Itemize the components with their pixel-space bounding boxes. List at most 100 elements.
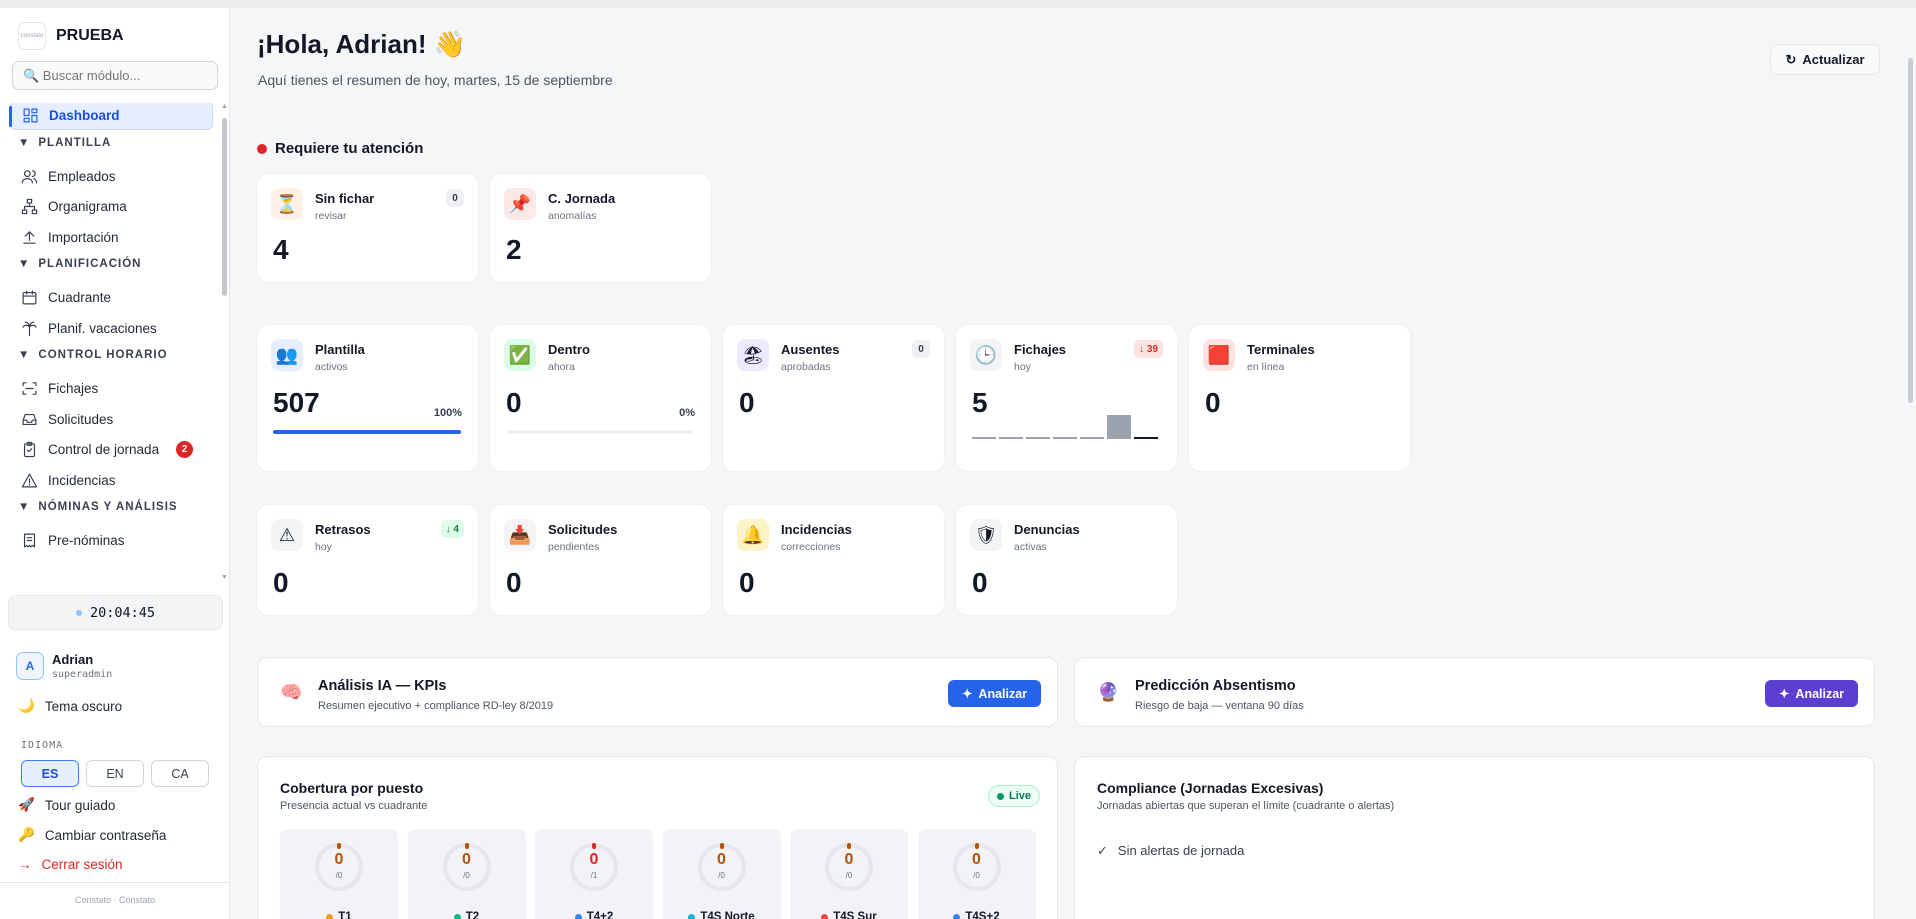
rocket-icon: 🚀 [18, 797, 35, 812]
sidebar-item-pre-nominas[interactable]: Pre-nóminas [10, 526, 213, 555]
post-card-t4s-norte[interactable]: 0/0 T4S Norte [662, 829, 781, 919]
user-profile[interactable]: A Adrian superadmin [16, 652, 112, 680]
nav-section-n-minas-y-an-lisis[interactable]: ▼ NÓMINAS Y ANÁLISIS [18, 501, 178, 513]
sidebar-item-organigrama[interactable]: Organigrama [10, 192, 213, 221]
section-collapse-icon: ▼ [18, 349, 31, 361]
clock-status-dot [75, 609, 82, 616]
sidebar-item-empleados[interactable]: Empleados [10, 162, 213, 191]
sidebar-item-label: Organigrama [48, 199, 127, 214]
inbox-tray-icon: 📥 [504, 519, 536, 551]
nav-section-planificaci-n[interactable]: ▼ PLANIFICACIÓN [18, 258, 141, 270]
sidebar-footer-divider [0, 882, 230, 883]
kpi-card-ausentes[interactable]: 🏖 Ausentes aprobadas 0 0 [723, 325, 944, 471]
post-name: T4S+2 [965, 911, 1000, 919]
scroll-down-arrow[interactable]: ▼ [221, 574, 228, 581]
post-label: T4S+2 [918, 911, 1036, 919]
sidebar-item-label: Solicitudes [48, 411, 114, 427]
sidebar: constato PRUEBA Dashboard ▼ PLANTILLA Emple… [0, 8, 230, 919]
ai-kpi-title: Análisis IA — KPIs [318, 678, 447, 694]
scroll-up-arrow[interactable]: ▲ [221, 103, 228, 110]
kpi-card-terminales[interactable]: 🟥 Terminales en línea 0 [1189, 325, 1410, 471]
kpi-card-dentro[interactable]: ✅ Dentro ahora 0 0% [490, 325, 711, 471]
app-logo-icon: constato [18, 22, 46, 50]
ai-kpi-analyze-button[interactable]: ✦ Analizar [948, 680, 1041, 707]
key-icon: 🔑 [18, 827, 35, 842]
sidebar-item-solicitudes[interactable]: Solicitudes [10, 405, 213, 434]
sidebar-item-incidencias[interactable]: Incidencias [10, 466, 213, 495]
nav-section-plantilla[interactable]: ▼ PLANTILLA [18, 137, 111, 149]
live-badge: Live [988, 785, 1041, 807]
refresh-button[interactable]: ↻ Actualizar [1770, 44, 1880, 75]
app-logo-row[interactable]: constato PRUEBA [18, 22, 124, 50]
post-card-t4s-sur[interactable]: 0/0 T4S Sur [790, 829, 908, 919]
change-password-link[interactable]: 🔑 Cambiar contraseña [18, 827, 166, 843]
compliance-title: Compliance (Jornadas Excesivas) [1097, 780, 1324, 796]
post-label: T4+2 [535, 911, 653, 919]
kpi-title: Sin fichar [315, 191, 375, 206]
kpi-subtitle: correcciones [781, 541, 841, 553]
main-scrollbar[interactable] [1908, 58, 1913, 403]
lang-es-button[interactable]: ES [21, 760, 79, 787]
beach-icon: 🏖 [737, 339, 769, 371]
post-card-t4s-2[interactable]: 0/0 T4S+2 [917, 829, 1036, 919]
kpi-card-retrasos[interactable]: ⚠ Retrasos hoy 0 ↓ 4 [257, 505, 478, 615]
sidebar-scrollbar[interactable] [222, 118, 227, 296]
module-search-input[interactable] [12, 61, 218, 90]
kpi-card-solicitudes[interactable]: 📥 Solicitudes pendientes 0 [490, 505, 711, 615]
clipboard-check-icon [20, 441, 38, 459]
kpi-percent: 100% [433, 407, 462, 419]
kpi-value: 0 [273, 567, 289, 598]
nav-section-control-horario[interactable]: ▼ CONTROL HORARIO [18, 349, 168, 361]
kpi-card-sin-fichar[interactable]: ⏳ Sin fichar revisar 4 0 [257, 174, 478, 282]
nav-section-label: CONTROL HORARIO [38, 349, 168, 361]
kpi-card-c-jornada[interactable]: 📌 C. Jornada anomalías 2 [490, 174, 711, 282]
kpi-title: Incidencias [781, 522, 852, 537]
user-name: Adrian [52, 652, 94, 667]
tour-link[interactable]: 🚀 Tour guiado [18, 797, 115, 813]
post-name: T4+2 [586, 911, 614, 919]
ai-kpi-card: 🧠 Análisis IA — KPIs Resumen ejecutivo +… [257, 657, 1058, 727]
kpi-subtitle: pendientes [548, 541, 600, 553]
post-card-t1[interactable]: 0/0 T1 [280, 829, 398, 919]
lang-ca-button[interactable]: CA [151, 760, 209, 787]
crystal-ball-icon: 🔮 [1097, 682, 1120, 702]
post-gauge-tick [719, 843, 724, 849]
page-subtitle: Aquí tienes el resumen de hoy, martes, 1… [258, 72, 613, 88]
sidebar-item-label: Cuadrante [48, 290, 112, 305]
post-value: 0 [844, 851, 854, 868]
post-card-t2[interactable]: 0/0 T2 [407, 829, 526, 919]
sidebar-item-planif-vacaciones[interactable]: Planif. vacaciones [10, 314, 213, 343]
ai-kpi-subtitle: Resumen ejecutivo + compliance RD-ley 8/… [318, 700, 554, 712]
post-value: 0 [462, 851, 471, 868]
sidebar-item-control-de-jornada[interactable]: Control de jornada 2 [10, 435, 213, 464]
post-target: /0 [718, 871, 725, 880]
sidebar-item-cuadrante[interactable]: Cuadrante [10, 283, 213, 312]
ai-absentismo-analyze-button[interactable]: ✦ Analizar [1765, 680, 1858, 707]
coverage-subtitle: Presencia actual vs cuadrante [280, 800, 428, 812]
sidebar-item-label: Dashboard [49, 108, 120, 123]
pin-icon: 📌 [504, 188, 536, 220]
post-card-t4-2[interactable]: 0/1 T4+2 [535, 829, 653, 919]
kpi-card-denuncias[interactable]: 🛡 Denuncias activas 0 [956, 505, 1177, 615]
kpi-card-plantilla[interactable]: 👥 Plantilla activos 507 100% [257, 325, 478, 471]
post-label: T1 [280, 911, 398, 919]
lang-en-button[interactable]: EN [86, 760, 144, 787]
kpi-card-incidencias[interactable]: 🔔 Incidencias correcciones 0 [723, 505, 944, 615]
kpi-subtitle: hoy [1014, 361, 1031, 373]
sidebar-item-fichajes[interactable]: Fichajes [10, 374, 213, 403]
sidebar-item-dashboard[interactable]: Dashboard [9, 103, 213, 130]
nav-section-label: PLANTILLA [38, 136, 112, 149]
sidebar-item-importacion[interactable]: Importación [10, 223, 213, 252]
attention-title: Requiere tu atención [275, 140, 424, 157]
warning-icon [20, 471, 38, 489]
kpi-subtitle: en línea [1247, 361, 1285, 373]
post-name: T4S Norte [700, 911, 755, 919]
post-label: T4S Sur [790, 911, 908, 919]
kpi-title: Fichajes [1014, 342, 1067, 357]
nav-section-label: NÓMINAS Y ANÁLISIS [38, 501, 178, 513]
logout-link[interactable]: → Cerrar sesión [18, 857, 123, 872]
theme-toggle[interactable]: 🌙 Tema oscuro [18, 698, 122, 714]
kpi-value: 4 [273, 234, 289, 265]
org-chart-icon [20, 198, 38, 216]
kpi-card-fichajes[interactable]: 🕒 Fichajes hoy 5 ↓ 39 [956, 325, 1177, 471]
